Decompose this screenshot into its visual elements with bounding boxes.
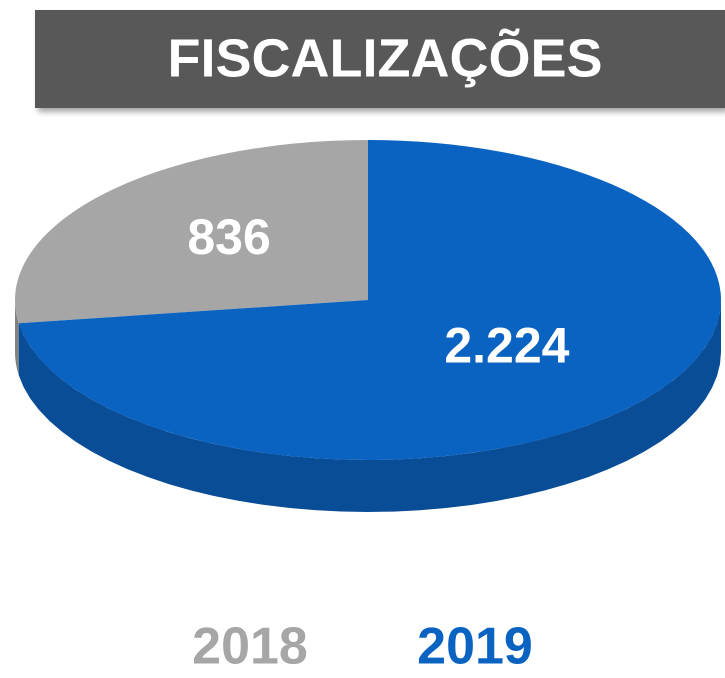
chart-title: FISCALIZAÇÕES [167,28,602,88]
pie-slice [18,140,721,461]
slice-side [18,300,722,512]
legend-label: 2018 [192,618,308,676]
pie-slice [14,140,368,324]
slice-side [15,300,19,376]
value-label: 2.224 [444,318,569,374]
value-label: 836 [187,209,270,265]
legend-label: 2019 [417,618,533,676]
title-bar [35,10,725,108]
